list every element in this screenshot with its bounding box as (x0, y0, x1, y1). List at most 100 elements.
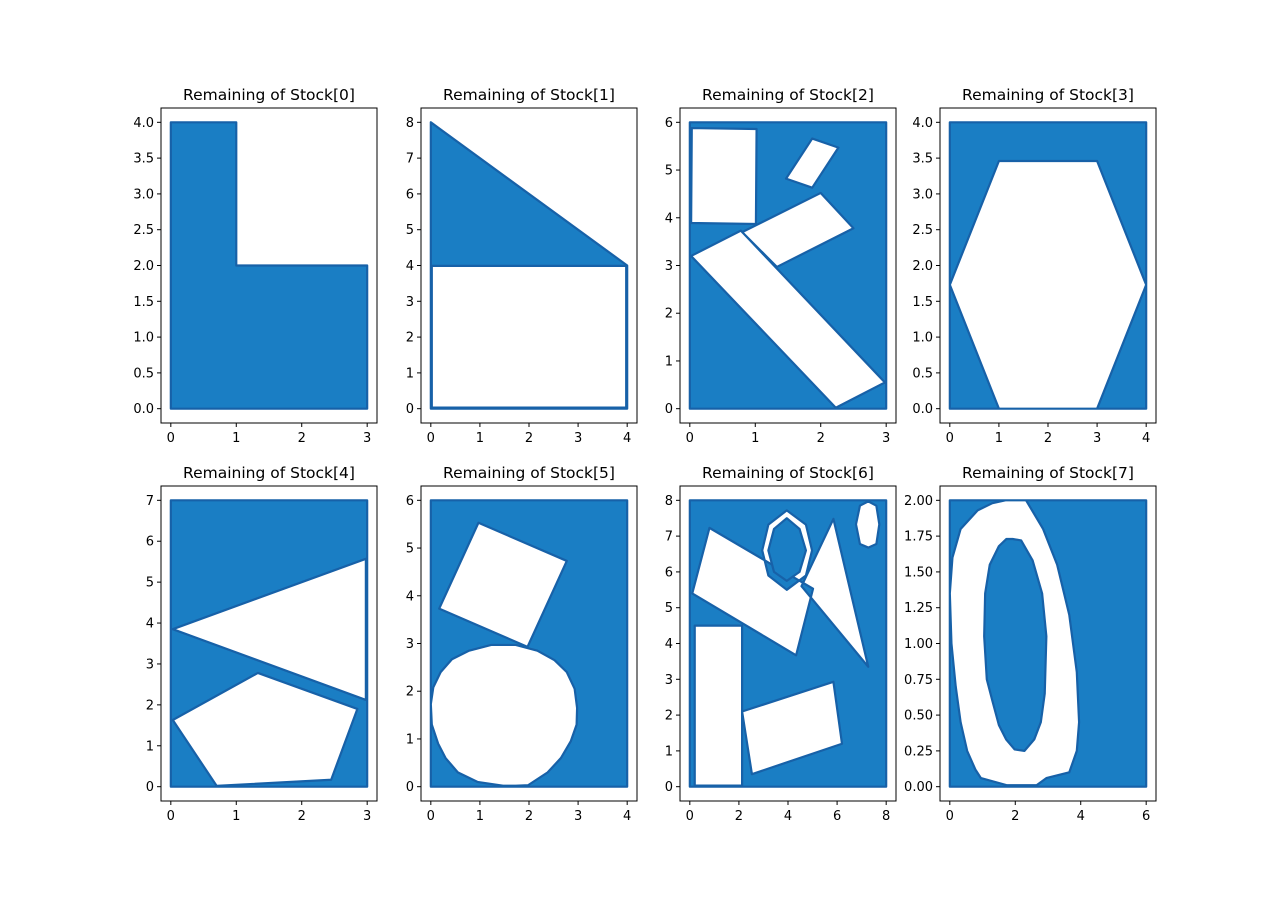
y-tick-label: 8 (406, 116, 414, 131)
x-tick-label: 0 (427, 431, 435, 446)
y-tick-label: 6 (665, 565, 673, 580)
x-tick-label: 1 (476, 431, 484, 446)
x-tick-label: 2 (525, 431, 533, 446)
x-tick-label: 4 (623, 431, 631, 446)
y-tick-label: 2 (406, 331, 414, 346)
y-tick-label: 1 (665, 744, 673, 759)
y-tick-label: 2.0 (133, 259, 154, 274)
y-tick-label: 3 (665, 673, 673, 688)
x-tick-label: 0 (946, 809, 954, 824)
y-tick-label: 0.00 (904, 780, 933, 795)
subplot-title: Remaining of Stock[2] (702, 86, 874, 104)
x-tick-label: 1 (232, 431, 240, 446)
y-tick-label: 6 (406, 187, 414, 202)
x-tick-label: 0 (427, 809, 435, 824)
x-tick-label: 2 (298, 431, 306, 446)
x-tick-label: 3 (574, 809, 582, 824)
y-tick-label: 1.0 (133, 331, 154, 346)
y-tick-label: 4 (406, 589, 414, 604)
y-tick-label: 0.75 (904, 673, 933, 688)
subplot-title: Remaining of Stock[1] (443, 86, 615, 104)
y-tick-label: 1.00 (904, 637, 933, 652)
y-tick-label: 7 (406, 152, 414, 167)
x-tick-label: 1 (751, 431, 759, 446)
x-tick-label: 1 (232, 809, 240, 824)
y-tick-label: 2 (665, 709, 673, 724)
subplot-5: 0 1 2 3 4 0 1 2 3 4 5 6 Remaining of Stock[5] (406, 464, 638, 824)
subplot-title: Remaining of Stock[0] (183, 86, 355, 104)
y-tick-label: 5 (665, 601, 673, 616)
x-tick-label: 2 (298, 809, 306, 824)
remaining-stock-region (429, 499, 629, 788)
y-tick-label: 7 (146, 494, 154, 509)
x-tick-label: 0 (686, 809, 694, 824)
y-tick-label: 0 (406, 402, 414, 417)
y-tick-label: 8 (665, 494, 673, 509)
subplot-6: 0 2 4 6 8 0 1 2 3 4 5 6 7 8 Remaining of Stock[6] (665, 464, 897, 824)
y-tick-label: 1.0 (912, 331, 933, 346)
x-tick-label: 3 (574, 431, 582, 446)
y-tick-label: 4 (665, 211, 673, 226)
y-tick-label: 1.25 (904, 601, 933, 616)
remaining-stock-region (429, 121, 629, 410)
y-tick-label: 0.50 (904, 709, 933, 724)
x-tick-label: 6 (833, 809, 841, 824)
x-tick-label: 4 (1142, 431, 1150, 446)
y-tick-label: 4 (665, 637, 673, 652)
y-tick-label: 1 (406, 732, 414, 747)
x-tick-label: 2 (817, 431, 825, 446)
subplot-title: Remaining of Stock[6] (702, 464, 874, 482)
y-tick-label: 0.25 (904, 744, 933, 759)
y-tick-label: 2.5 (912, 223, 933, 238)
y-tick-label: 2.5 (133, 223, 154, 238)
x-tick-label: 0 (167, 431, 175, 446)
x-tick-label: 2 (1011, 809, 1019, 824)
y-tick-label: 3.5 (912, 152, 933, 167)
y-tick-label: 3.0 (912, 187, 933, 202)
y-tick-label: 1.75 (904, 530, 933, 545)
y-tick-label: 2 (146, 698, 154, 713)
y-tick-label: 4 (146, 617, 154, 632)
subplot-title: Remaining of Stock[7] (962, 464, 1134, 482)
subplot-title: Remaining of Stock[3] (962, 86, 1134, 104)
x-tick-label: 3 (363, 431, 371, 446)
y-tick-label: 2 (665, 307, 673, 322)
y-tick-label: 6 (665, 116, 673, 131)
y-tick-label: 3 (146, 657, 154, 672)
subplot-4: 0 1 2 3 0 1 2 3 4 5 6 7 Remaining of Stock[4] (146, 464, 378, 824)
y-tick-label: 3.0 (133, 187, 154, 202)
y-tick-label: 0 (665, 780, 673, 795)
x-tick-label: 2 (525, 809, 533, 824)
y-tick-label: 1.5 (133, 295, 154, 310)
remaining-stock-region (688, 121, 888, 410)
x-tick-label: 4 (784, 809, 792, 824)
y-tick-label: 2.00 (904, 494, 933, 509)
axes-frame (160, 485, 378, 802)
y-tick-label: 1 (146, 739, 154, 754)
remaining-stock-region (169, 121, 369, 410)
x-tick-label: 4 (1077, 809, 1085, 824)
x-tick-label: 3 (882, 431, 890, 446)
y-tick-label: 1.5 (912, 295, 933, 310)
y-tick-label: 4.0 (133, 116, 154, 131)
x-tick-label: 4 (623, 809, 631, 824)
remaining-stock-region (948, 499, 1148, 788)
x-tick-label: 3 (363, 809, 371, 824)
y-tick-label: 2.0 (912, 259, 933, 274)
y-tick-label: 3.5 (133, 152, 154, 167)
x-tick-label: 1 (476, 809, 484, 824)
subplot-title: Remaining of Stock[5] (443, 464, 615, 482)
subplot-0: 0 1 2 3 0.0 0.5 1.0 1.5 2.0 2.5 3.0 3.5 4.0 Remaining… (133, 86, 378, 446)
y-tick-label: 0.0 (912, 402, 933, 417)
y-tick-label: 1 (406, 366, 414, 381)
x-tick-label: 2 (1044, 431, 1052, 446)
x-tick-label: 3 (1093, 431, 1101, 446)
y-tick-label: 3 (665, 259, 673, 274)
y-tick-label: 5 (665, 164, 673, 179)
remaining-stock-region (948, 121, 1148, 410)
y-tick-label: 1 (665, 354, 673, 369)
y-tick-label: 0.5 (912, 366, 933, 381)
x-tick-label: 0 (167, 809, 175, 824)
y-tick-label: 1.50 (904, 565, 933, 580)
